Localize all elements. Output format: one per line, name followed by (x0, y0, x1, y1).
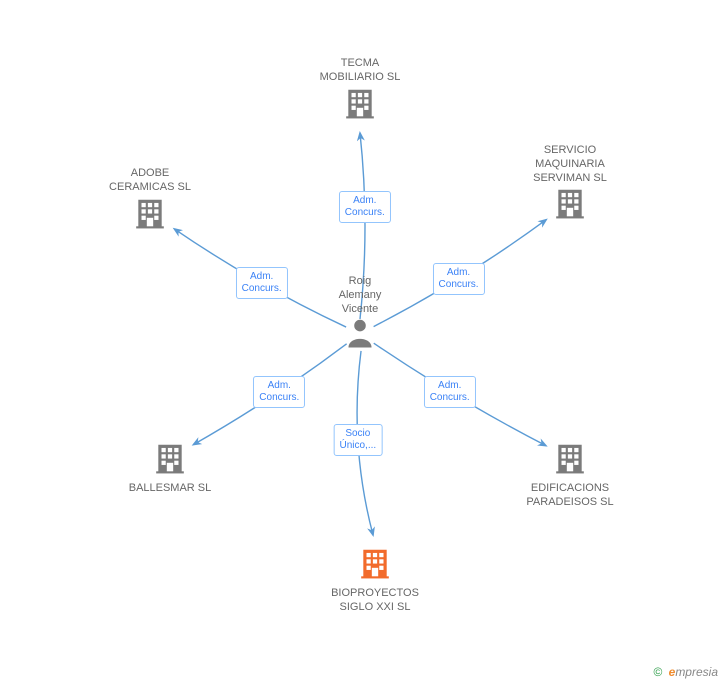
watermark: © empresia (653, 665, 718, 679)
edge-badge-tecma: Adm. Concurs. (339, 191, 391, 223)
edge-badge-ballesmar: Adm. Concurs. (253, 376, 305, 408)
edge-badge-adobe: Adm. Concurs. (236, 267, 288, 299)
building-icon-adobe[interactable] (133, 196, 167, 235)
node-label-adobe: ADOBE CERAMICAS SL (109, 167, 191, 195)
node-label-ballesmar: BALLESMAR SL (129, 482, 212, 496)
building-icon-ballesmar[interactable] (153, 441, 187, 480)
edge-badge-paradeisos: Adm. Concurs. (424, 376, 476, 408)
brand-rest: mpresia (675, 665, 718, 679)
copyright-symbol: © (653, 665, 662, 679)
edge-badge-bioproyectos: Socio Único,... (333, 424, 382, 456)
node-label-paradeisos: EDIFICACIONS PARADEISOS SL (526, 482, 613, 510)
node-label-bioproyectos: BIOPROYECTOS SIGLO XXI SL (331, 587, 419, 615)
building-icon-paradeisos[interactable] (553, 441, 587, 480)
person-icon[interactable] (346, 318, 374, 353)
node-label-serviman: SERVICIO MAQUINARIA SERVIMAN SL (533, 144, 607, 185)
center-label: Roig Alemany Vicente (339, 275, 382, 316)
edge-badge-serviman: Adm. Concurs. (433, 263, 485, 295)
building-icon-bioproyectos[interactable] (358, 546, 392, 585)
node-label-tecma: TECMA MOBILIARIO SL (320, 57, 401, 85)
building-icon-serviman[interactable] (553, 186, 587, 225)
building-icon-tecma[interactable] (343, 86, 377, 125)
